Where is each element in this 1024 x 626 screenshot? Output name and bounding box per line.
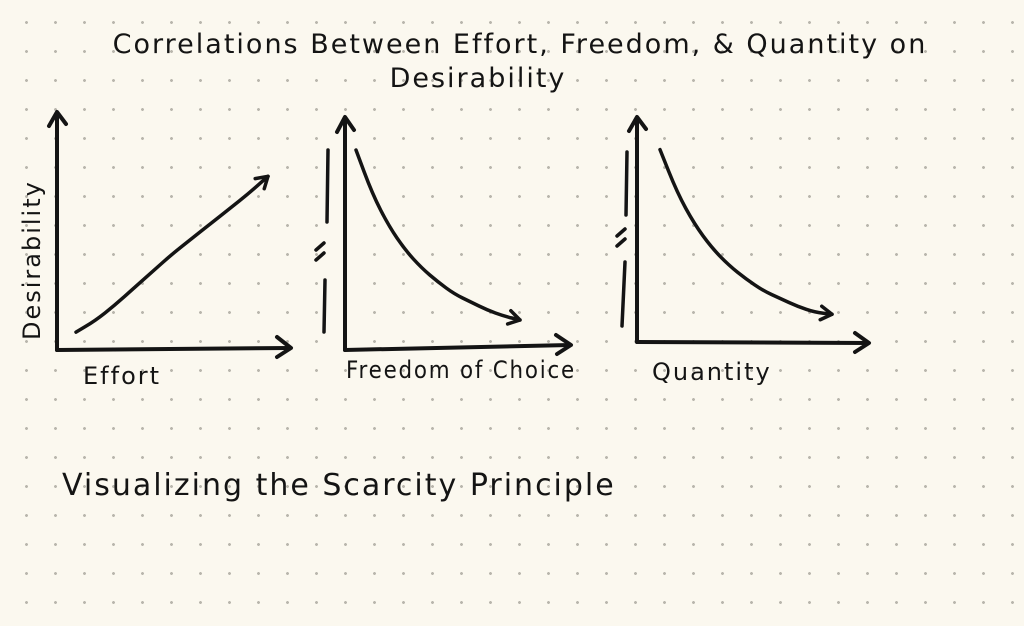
x-axis xyxy=(55,346,292,352)
x-axis-label: Effort xyxy=(83,362,161,390)
y-axis-break-mark-lower xyxy=(620,260,627,328)
series-arrowhead xyxy=(818,304,834,322)
y-axis-break-mark-lower xyxy=(322,278,327,334)
y-axis-arrowhead xyxy=(335,115,356,134)
chart-effort: Desirability Effort xyxy=(18,110,293,390)
caption: Visualizing the Scarcity Principle xyxy=(62,468,616,503)
y-axis-break-mark-upper xyxy=(325,148,330,224)
chart-title-line-2: Desirability xyxy=(390,63,567,94)
equals-mark xyxy=(314,241,326,262)
equals-mark xyxy=(615,227,627,248)
series-arrowhead xyxy=(253,174,270,191)
chart-quantity: Quantity xyxy=(615,115,871,386)
series-line xyxy=(74,174,270,334)
x-axis xyxy=(635,340,870,345)
x-axis-arrowhead xyxy=(275,335,293,359)
y-axis-label: Desirability xyxy=(18,180,46,340)
series-line xyxy=(354,148,522,322)
chart-freedom-of-choice: Freedom of Choice xyxy=(314,115,576,384)
y-axis-arrowhead xyxy=(47,110,68,128)
y-axis-break-mark-upper xyxy=(624,150,629,217)
x-axis-arrowhead xyxy=(554,333,573,356)
y-axis-arrowhead xyxy=(627,115,648,133)
x-axis-label: Freedom of Choice xyxy=(346,356,576,384)
x-axis xyxy=(343,343,572,352)
series-arrowhead xyxy=(505,309,522,326)
x-axis-label: Quantity xyxy=(652,358,772,386)
x-axis-arrowhead xyxy=(853,331,871,354)
chart-title-line-1: Correlations Between Effort, Freedom, & … xyxy=(113,29,928,60)
series-line xyxy=(658,147,834,316)
